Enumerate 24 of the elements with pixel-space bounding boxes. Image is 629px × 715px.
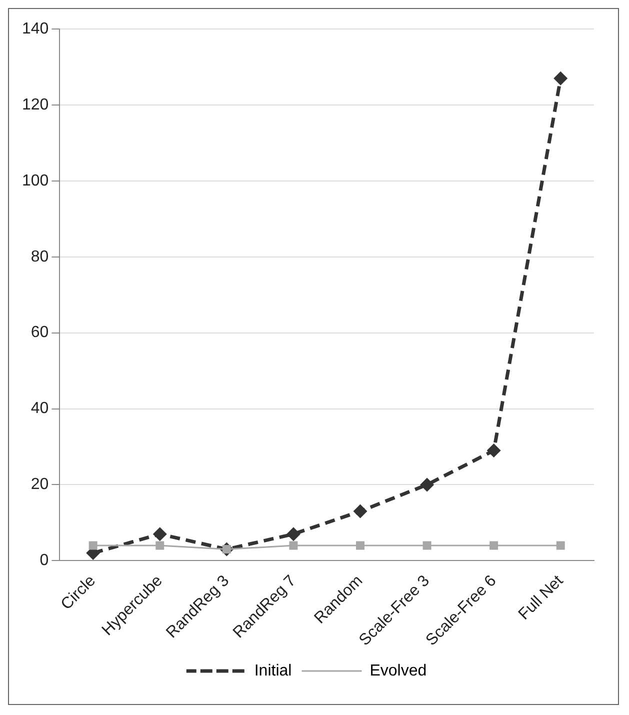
point xyxy=(156,541,164,550)
point xyxy=(356,541,364,550)
legend-label: Evolved xyxy=(370,662,427,680)
point xyxy=(556,541,565,550)
x-tick-label: Full Net xyxy=(516,572,567,624)
y-tick-label: 20 xyxy=(30,476,49,494)
y-tick-label: 140 xyxy=(22,20,49,38)
point xyxy=(289,541,298,550)
y-tick-label: 100 xyxy=(22,172,49,190)
point xyxy=(490,541,498,550)
point xyxy=(88,541,98,550)
point xyxy=(353,504,368,518)
y-tick-label: 60 xyxy=(30,324,49,342)
point xyxy=(420,478,434,492)
y-tick-label: 40 xyxy=(30,400,49,418)
point xyxy=(422,541,432,550)
y-tick-label: 0 xyxy=(40,552,49,570)
point xyxy=(554,71,568,86)
point xyxy=(152,527,167,542)
legend-label: Initial xyxy=(254,662,292,680)
y-tick-label: 80 xyxy=(30,248,49,266)
point xyxy=(486,444,501,458)
y-tick-label: 120 xyxy=(22,96,49,114)
point xyxy=(286,527,300,542)
